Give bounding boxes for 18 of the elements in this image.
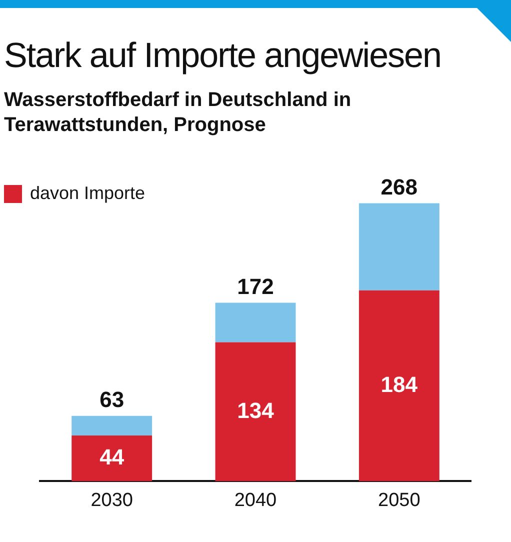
legend-label: davon Importe [30, 183, 146, 204]
data-label: 44 [100, 444, 125, 470]
x-tick-label: 2050 [378, 490, 420, 511]
x-tick-label: 2040 [234, 490, 277, 511]
bar [72, 416, 152, 436]
x-tick-label: 2030 [90, 490, 133, 511]
total-label: 172 [237, 274, 274, 299]
total-label: 63 [100, 386, 124, 412]
bar [215, 342, 296, 482]
bar [358, 290, 440, 482]
total-label: 268 [380, 174, 418, 200]
bar [358, 203, 440, 290]
bar [215, 302, 296, 342]
data-label: 134 [237, 398, 275, 423]
chart-subtitle: Wasserstoffbedarf in Deutschland in Terawattstunden, Prognose [4, 88, 352, 138]
chart-title: Stark auf Importe angewiesen [4, 36, 441, 76]
bar [72, 436, 152, 482]
data-label: 184 [380, 372, 418, 397]
